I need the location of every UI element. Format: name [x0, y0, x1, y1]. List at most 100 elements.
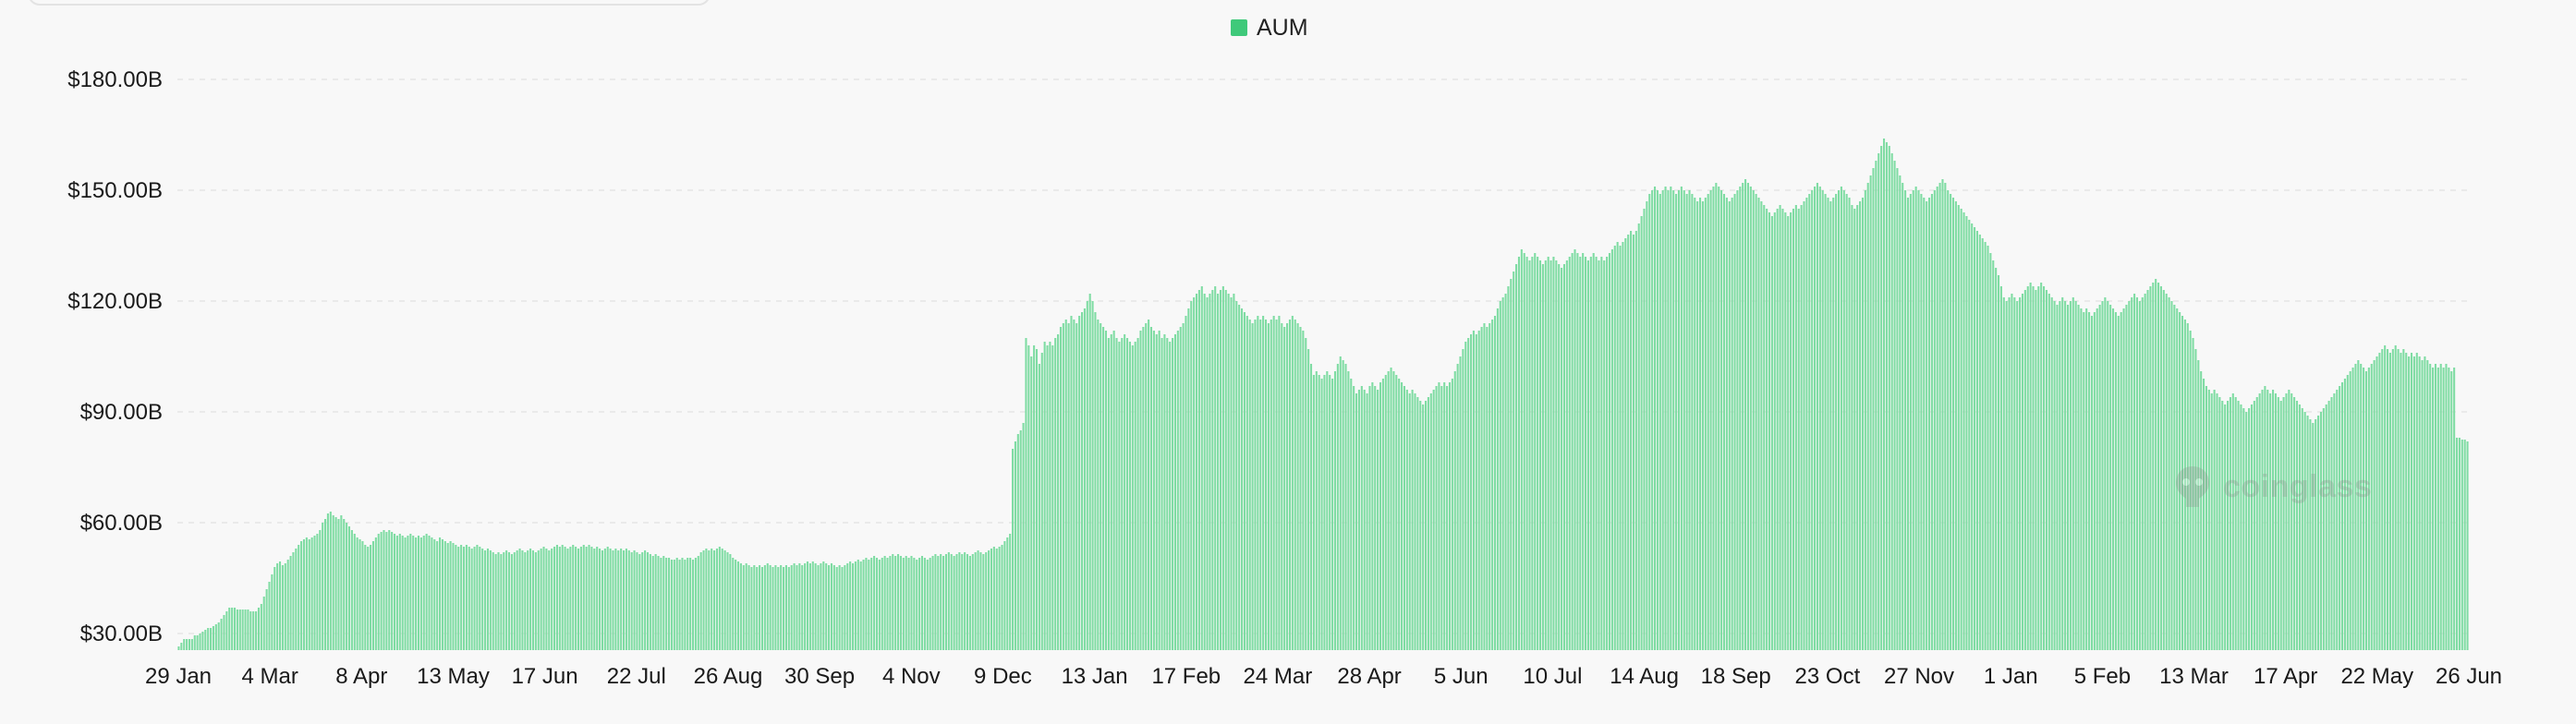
bar[interactable] — [2155, 279, 2157, 650]
bar[interactable] — [1195, 294, 1198, 650]
bar[interactable] — [1054, 338, 1057, 650]
bar[interactable] — [881, 558, 883, 650]
bar[interactable] — [1827, 198, 1829, 650]
bar[interactable] — [1941, 179, 1944, 650]
bar[interactable] — [926, 560, 929, 650]
bar[interactable] — [1779, 205, 1781, 650]
bar[interactable] — [774, 565, 777, 650]
bar[interactable] — [2111, 308, 2115, 650]
bar[interactable] — [2011, 294, 2013, 650]
bar[interactable] — [1384, 375, 1387, 650]
bar[interactable] — [1027, 345, 1030, 650]
bar[interactable] — [1749, 187, 1752, 650]
bar[interactable] — [1078, 316, 1081, 650]
bar[interactable] — [923, 558, 926, 650]
bar[interactable] — [1736, 190, 1739, 650]
bar[interactable] — [729, 554, 732, 650]
bar[interactable] — [1744, 179, 1747, 650]
bar[interactable] — [1371, 382, 1374, 650]
bar[interactable] — [207, 628, 210, 650]
bar[interactable] — [2032, 286, 2035, 650]
bar[interactable] — [859, 561, 862, 650]
bar[interactable] — [708, 550, 711, 650]
bar[interactable] — [1097, 320, 1100, 650]
bar[interactable] — [739, 563, 742, 650]
bar[interactable] — [817, 565, 820, 650]
bar[interactable] — [1248, 320, 1251, 650]
bar[interactable] — [260, 604, 262, 650]
bar[interactable] — [1336, 364, 1339, 650]
bar[interactable] — [1243, 312, 1245, 650]
bar[interactable] — [1083, 308, 1086, 650]
bar[interactable] — [1696, 201, 1699, 650]
bar[interactable] — [950, 554, 953, 650]
bar[interactable] — [177, 646, 180, 650]
bar[interactable] — [2434, 364, 2436, 650]
bar[interactable] — [2080, 308, 2083, 650]
bar[interactable] — [388, 530, 391, 650]
bar[interactable] — [711, 549, 713, 650]
bar[interactable] — [346, 523, 348, 650]
bar[interactable] — [1646, 201, 1648, 650]
bar[interactable] — [2363, 368, 2365, 650]
bar[interactable] — [2412, 356, 2415, 650]
bar[interactable] — [675, 558, 678, 650]
bar[interactable] — [1299, 327, 1302, 650]
bar[interactable] — [1197, 290, 1200, 650]
bar[interactable] — [2200, 371, 2203, 650]
bar[interactable] — [894, 556, 897, 650]
bar[interactable] — [953, 556, 955, 650]
bar[interactable] — [944, 554, 947, 650]
bar[interactable] — [2168, 297, 2170, 650]
bar[interactable] — [1075, 323, 1078, 650]
bar[interactable] — [265, 589, 268, 650]
bar[interactable] — [415, 537, 418, 650]
bar[interactable] — [1694, 198, 1696, 650]
bar[interactable] — [2248, 408, 2251, 650]
bar[interactable] — [2107, 301, 2109, 650]
bar[interactable] — [2213, 390, 2216, 650]
bar[interactable] — [332, 515, 334, 650]
bar[interactable] — [1677, 190, 1681, 650]
bar[interactable] — [2381, 349, 2384, 650]
bar[interactable] — [723, 550, 726, 650]
bar[interactable] — [2373, 360, 2376, 650]
bar[interactable] — [2426, 360, 2429, 650]
bar[interactable] — [2194, 349, 2197, 650]
bar[interactable] — [1049, 342, 1051, 650]
bar[interactable] — [606, 547, 609, 650]
bar[interactable] — [1899, 175, 1902, 650]
bar[interactable] — [2250, 404, 2254, 650]
bar[interactable] — [455, 545, 457, 650]
bar[interactable] — [1947, 190, 1950, 650]
bar[interactable] — [2306, 416, 2309, 650]
bar[interactable] — [302, 539, 306, 650]
bar[interactable] — [2207, 390, 2210, 650]
bar[interactable] — [1203, 294, 1206, 650]
bar[interactable] — [1962, 212, 1965, 650]
bar[interactable] — [846, 563, 849, 650]
bar[interactable] — [1608, 253, 1611, 650]
bar[interactable] — [1305, 338, 1307, 650]
bar[interactable] — [1664, 187, 1667, 650]
bar[interactable] — [2288, 390, 2290, 650]
bar[interactable] — [1395, 375, 1398, 650]
bar[interactable] — [1448, 382, 1452, 650]
bar[interactable] — [1960, 209, 1962, 650]
bar[interactable] — [468, 547, 470, 650]
bar[interactable] — [252, 611, 255, 650]
bar[interactable] — [1038, 364, 1040, 650]
bar[interactable] — [2016, 301, 2019, 650]
bar[interactable] — [1995, 268, 1998, 650]
bar[interactable] — [825, 563, 828, 650]
bar[interactable] — [1933, 190, 1936, 650]
bar[interactable] — [2439, 364, 2442, 650]
bar[interactable] — [476, 545, 479, 650]
bar[interactable] — [854, 561, 857, 650]
bar[interactable] — [2146, 290, 2149, 650]
bar[interactable] — [1016, 434, 1019, 650]
bar[interactable] — [913, 558, 916, 650]
bar[interactable] — [395, 536, 398, 650]
bar[interactable] — [1648, 194, 1651, 650]
bar[interactable] — [814, 563, 817, 650]
